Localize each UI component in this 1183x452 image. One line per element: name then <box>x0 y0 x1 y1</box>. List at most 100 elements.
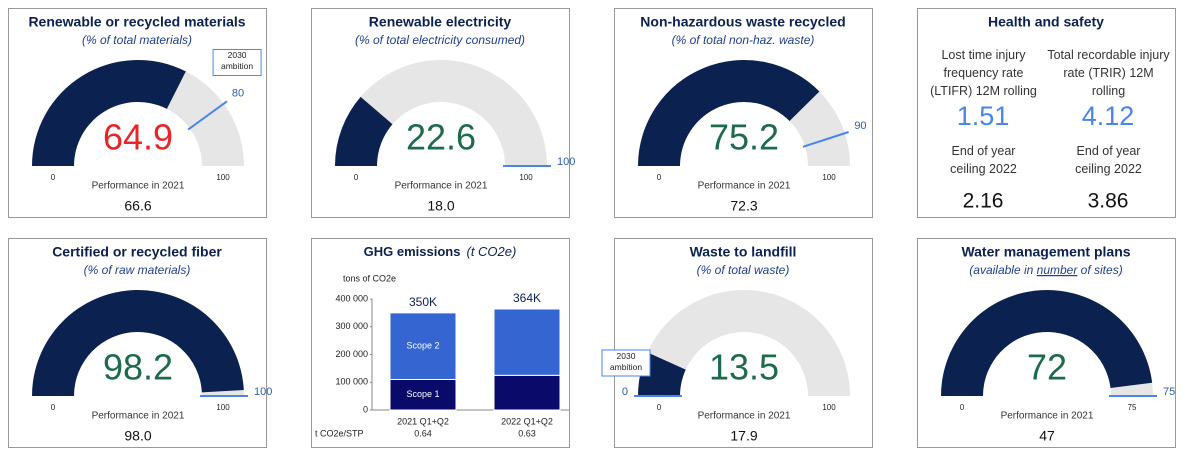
y-tick-label: 0 <box>363 404 368 414</box>
footer-label: Performance in 2021 <box>1001 411 1094 422</box>
kpi-value: 1.51 <box>957 101 1010 131</box>
target-label: 100 <box>254 386 272 398</box>
kpi-ceiling-label-box: End of year ceiling 2022 <box>950 144 1017 176</box>
gauge-tick-label: 0 <box>960 403 965 412</box>
panel-title: Certified or recycled fiber <box>52 244 222 260</box>
panel-subtitle: (available in number of sites) <box>969 263 1122 277</box>
target-label: 0 <box>622 386 628 398</box>
target-note-box <box>601 349 651 377</box>
panel-title: Renewable or recycled materials <box>28 14 245 30</box>
panel-title: Non-hazardous waste recycled <box>640 14 845 30</box>
gauge-value <box>32 59 186 167</box>
prior-value: 47 <box>1039 428 1055 444</box>
gauge-tick-label: 75 <box>1128 403 1137 412</box>
kpi-ceiling-label: End of year ceiling 2022 <box>950 144 1017 176</box>
gauge-value-label: 72 <box>1027 347 1067 388</box>
subtitle-part: (available in <box>969 263 1036 277</box>
target-line <box>187 100 228 131</box>
prior-value: 18.0 <box>427 198 454 214</box>
subtitle-part: (t CO2e) <box>466 244 516 259</box>
panel-subtitle: (% of total electricity consumed) <box>355 33 525 47</box>
target-line <box>802 131 849 148</box>
segment-label: Scope 2 <box>406 341 439 351</box>
panel: Renewable or recycled materials (% of tot… <box>8 8 267 218</box>
footer-label: Performance in 2021 <box>698 181 791 192</box>
kpi-ceiling-label: End of year ceiling 2022 <box>1075 144 1142 176</box>
x-tick-label: 2022 Q1+Q2 <box>501 416 553 426</box>
gauge-value-label: 75.2 <box>709 117 779 158</box>
panel-subtitle: (% of total waste) <box>697 263 790 277</box>
total-label: 350K <box>409 295 437 309</box>
footer-value: 0.63 <box>518 428 536 438</box>
total-label: 364K <box>513 291 541 305</box>
panel: Waste to landfill (% of total waste) 0 2030… <box>601 238 873 448</box>
gauge-value <box>335 96 393 166</box>
footer-label: Performance in 2021 <box>698 411 791 422</box>
gauge-tick-label: 0 <box>51 403 56 412</box>
gauge-value-label: 64.9 <box>103 117 173 158</box>
target-note: 2030 ambition <box>221 50 254 72</box>
kpi-label-box: Total recordable injury rate (TRIR) 12M … <box>1047 48 1170 98</box>
panel-subtitle: (% of total materials) <box>82 33 192 47</box>
target-note: 2030 ambition <box>609 351 643 372</box>
y-tick-label: 100 000 <box>335 377 368 387</box>
gauge-value <box>32 290 244 396</box>
gauge-tick-label: 100 <box>519 173 533 182</box>
prior-value: 17.9 <box>730 428 757 444</box>
bar-segment <box>493 374 561 411</box>
segment-label: Scope 1 <box>406 389 439 399</box>
gauge-tick-label: 100 <box>216 173 230 182</box>
panel: Health and safety Lost time injury freque… <box>917 8 1176 218</box>
panel-title: Water management plans <box>961 244 1130 260</box>
panel-title: Health and safety <box>988 14 1104 30</box>
gauge-value <box>638 60 820 166</box>
kpi-ceiling: 2.16 <box>963 190 1004 213</box>
kpi-label: Lost time injury frequency rate (LTIFR) … <box>930 48 1037 98</box>
gauge-tick-label: 0 <box>51 173 56 182</box>
target-label: 80 <box>232 88 244 100</box>
panel-border <box>917 8 1176 218</box>
prior-value: 72.3 <box>730 198 757 214</box>
y-axis-label: tons of CO2e <box>343 273 396 283</box>
gauge-value-label: 22.6 <box>406 117 476 158</box>
panel-title: GHG emissions (t CO2e) <box>364 244 517 259</box>
target-note-box: 2030 ambition <box>609 351 643 372</box>
kpi-ceiling: 3.86 <box>1088 190 1129 213</box>
gauge-value-label: 98.2 <box>103 347 173 388</box>
panel: Renewable electricity (% of total electri… <box>311 8 575 218</box>
footer-label: Performance in 2021 <box>92 181 185 192</box>
kpi-label: Total recordable injury rate (TRIR) 12M … <box>1047 48 1170 98</box>
gauge-tick-label: 100 <box>822 403 836 412</box>
panel: Water management plans (available in numb… <box>917 238 1176 448</box>
target-label: 100 <box>557 156 575 168</box>
footer-label: Performance in 2021 <box>395 181 488 192</box>
subtitle-part: number <box>1037 263 1079 277</box>
panel-subtitle: (% of raw materials) <box>84 263 191 277</box>
bar-segment <box>493 308 561 376</box>
footer-value: 0.64 <box>414 428 432 438</box>
gauge-value-label: 13.5 <box>709 347 779 388</box>
y-tick-label: 400 000 <box>335 293 368 303</box>
y-tick-label: 200 000 <box>335 349 368 359</box>
gauge-tick-label: 100 <box>216 403 230 412</box>
kpi-ceiling-label-box: End of year ceiling 2022 <box>1075 144 1142 176</box>
prior-value: 66.6 <box>124 198 151 214</box>
gauge-value <box>941 290 1153 396</box>
target-note-box <box>212 48 262 76</box>
target-label: 75 <box>1163 386 1175 398</box>
gauge-track <box>638 290 850 396</box>
y-tick-label: 300 000 <box>335 321 368 331</box>
gauge-tick-label: 0 <box>354 173 359 182</box>
subtitle-part: of sites) <box>1077 263 1122 277</box>
panel-subtitle: (% of total non-haz. waste) <box>672 33 815 47</box>
panel: Certified or recycled fiber (% of raw mat… <box>8 238 272 448</box>
gauge-tick-label: 100 <box>822 173 836 182</box>
x-tick-label: 2021 Q1+Q2 <box>397 416 449 426</box>
gauge-track <box>335 60 547 166</box>
kpi-label-box: Lost time injury frequency rate (LTIFR) … <box>930 48 1037 98</box>
panel-title: Waste to landfill <box>690 244 797 260</box>
footer-label: t CO2e/STP <box>315 428 364 438</box>
prior-value: 98.0 <box>124 428 151 444</box>
panel: Non-hazardous waste recycled (% of total … <box>614 8 873 218</box>
kpi-value: 4.12 <box>1082 101 1135 131</box>
